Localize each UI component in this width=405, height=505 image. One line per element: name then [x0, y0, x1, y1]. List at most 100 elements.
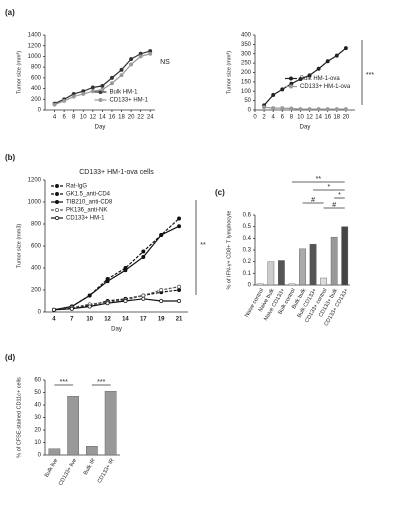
x-tick-label: 14: [99, 115, 106, 121]
data-point: [100, 83, 105, 88]
data-point: [177, 216, 182, 221]
legend-label: CD133+ HM-1: [110, 98, 149, 104]
data-point: [123, 268, 128, 273]
data-point: [280, 87, 285, 92]
data-point: [90, 85, 95, 90]
data-point: [159, 288, 164, 292]
x-axis-label: Day: [300, 125, 311, 131]
series-line: [264, 106, 346, 110]
y-axis-label: % of CFSE-stained CD11c+ cells: [16, 377, 22, 458]
x-tick-label: 8: [72, 115, 76, 121]
x-tick-label: 10: [297, 115, 304, 121]
y-tick-label: 100: [241, 89, 252, 95]
x-tick-label: 0: [253, 115, 257, 121]
x-tick-label: 22: [137, 115, 144, 121]
annotation: NS: [160, 59, 170, 66]
bar: [288, 283, 296, 286]
data-point: [334, 53, 339, 58]
x-tick-label: 12: [104, 317, 111, 323]
data-point: [262, 105, 267, 110]
y-tick-label: 0.1: [243, 271, 252, 277]
legend-marker: [289, 76, 293, 81]
data-point: [334, 107, 339, 112]
data-point: [141, 296, 146, 301]
data-point: [148, 51, 153, 56]
data-point: [307, 73, 312, 78]
y-tick-label: 800: [31, 65, 42, 71]
x-tick-label: 10: [80, 115, 87, 121]
annotation: *: [328, 184, 331, 191]
x-tick-label: 17: [140, 317, 147, 323]
legend-label: Bulk HM-1-ova: [300, 76, 340, 82]
legend-marker: [98, 98, 103, 102]
y-tick-label: 300: [241, 51, 252, 57]
y-tick-label: 400: [31, 266, 42, 272]
data-point: [87, 293, 92, 298]
x-tick-label: 8: [290, 115, 294, 121]
bar: [86, 446, 98, 456]
data-point: [316, 66, 321, 71]
data-point: [141, 293, 146, 298]
x-tick-label: 16: [324, 115, 331, 121]
data-point: [105, 279, 110, 284]
x-tick-label: 10: [86, 317, 93, 323]
x-tick-label: 4: [53, 115, 57, 121]
y-tick-label: 400: [241, 33, 252, 39]
data-point: [119, 67, 124, 72]
data-point: [298, 107, 303, 112]
data-point: [141, 249, 146, 254]
series-line: [53, 218, 180, 311]
data-point: [177, 284, 182, 289]
legend-marker: [55, 192, 59, 196]
y-tick-label: 1000: [28, 200, 42, 206]
data-point: [110, 75, 114, 80]
annotation: *: [338, 192, 341, 199]
y-axis-label: Tumor size (mm³): [16, 51, 22, 94]
y-tick-label: 400: [31, 86, 42, 92]
data-point: [141, 255, 146, 259]
y-tick-label: 350: [241, 42, 252, 48]
data-point: [119, 73, 124, 78]
x-tick-label: 20: [128, 115, 135, 121]
bar: [299, 248, 306, 286]
data-point: [271, 106, 276, 111]
data-point: [62, 98, 67, 103]
data-point: [343, 46, 348, 51]
y-tick-label: 600: [31, 244, 42, 250]
x-tick-label: 24: [147, 115, 154, 121]
data-point: [100, 87, 105, 92]
y-tick-label: 0: [38, 453, 42, 459]
x-tick-label: Bulk live: [44, 458, 59, 479]
bar: [48, 448, 61, 456]
data-point: [90, 89, 95, 94]
annotation: #: [311, 197, 315, 204]
y-tick-label: 0.2: [243, 259, 252, 265]
legend-marker: [55, 216, 59, 220]
y-tick-label: 250: [241, 61, 252, 67]
annotation: ***: [366, 72, 374, 79]
x-tick-label: 6: [62, 115, 66, 121]
panel-label: (c): [215, 188, 225, 197]
y-tick-label: 0.6: [243, 213, 252, 219]
y-tick-label: 60: [34, 378, 41, 384]
legend-marker: [55, 208, 59, 212]
x-tick-label: 14: [122, 317, 129, 323]
x-tick-label: 12: [89, 115, 96, 121]
y-tick-label: 200: [241, 70, 252, 76]
bar: [330, 236, 338, 286]
series-line: [263, 47, 347, 106]
annotation: #: [332, 202, 336, 209]
data-point: [325, 107, 330, 112]
x-tick-label: 14: [315, 115, 322, 121]
data-point: [271, 93, 276, 97]
legend-label: GK1.5_anti-CD4: [66, 192, 111, 198]
y-tick-label: 40: [34, 403, 41, 409]
data-point: [123, 299, 128, 303]
annotation: **: [200, 242, 206, 249]
y-tick-label: 0: [38, 108, 42, 114]
data-point: [177, 224, 182, 229]
data-point: [298, 77, 303, 82]
legend-marker: [55, 184, 59, 188]
bar: [67, 396, 79, 456]
y-tick-label: 200: [31, 288, 42, 294]
